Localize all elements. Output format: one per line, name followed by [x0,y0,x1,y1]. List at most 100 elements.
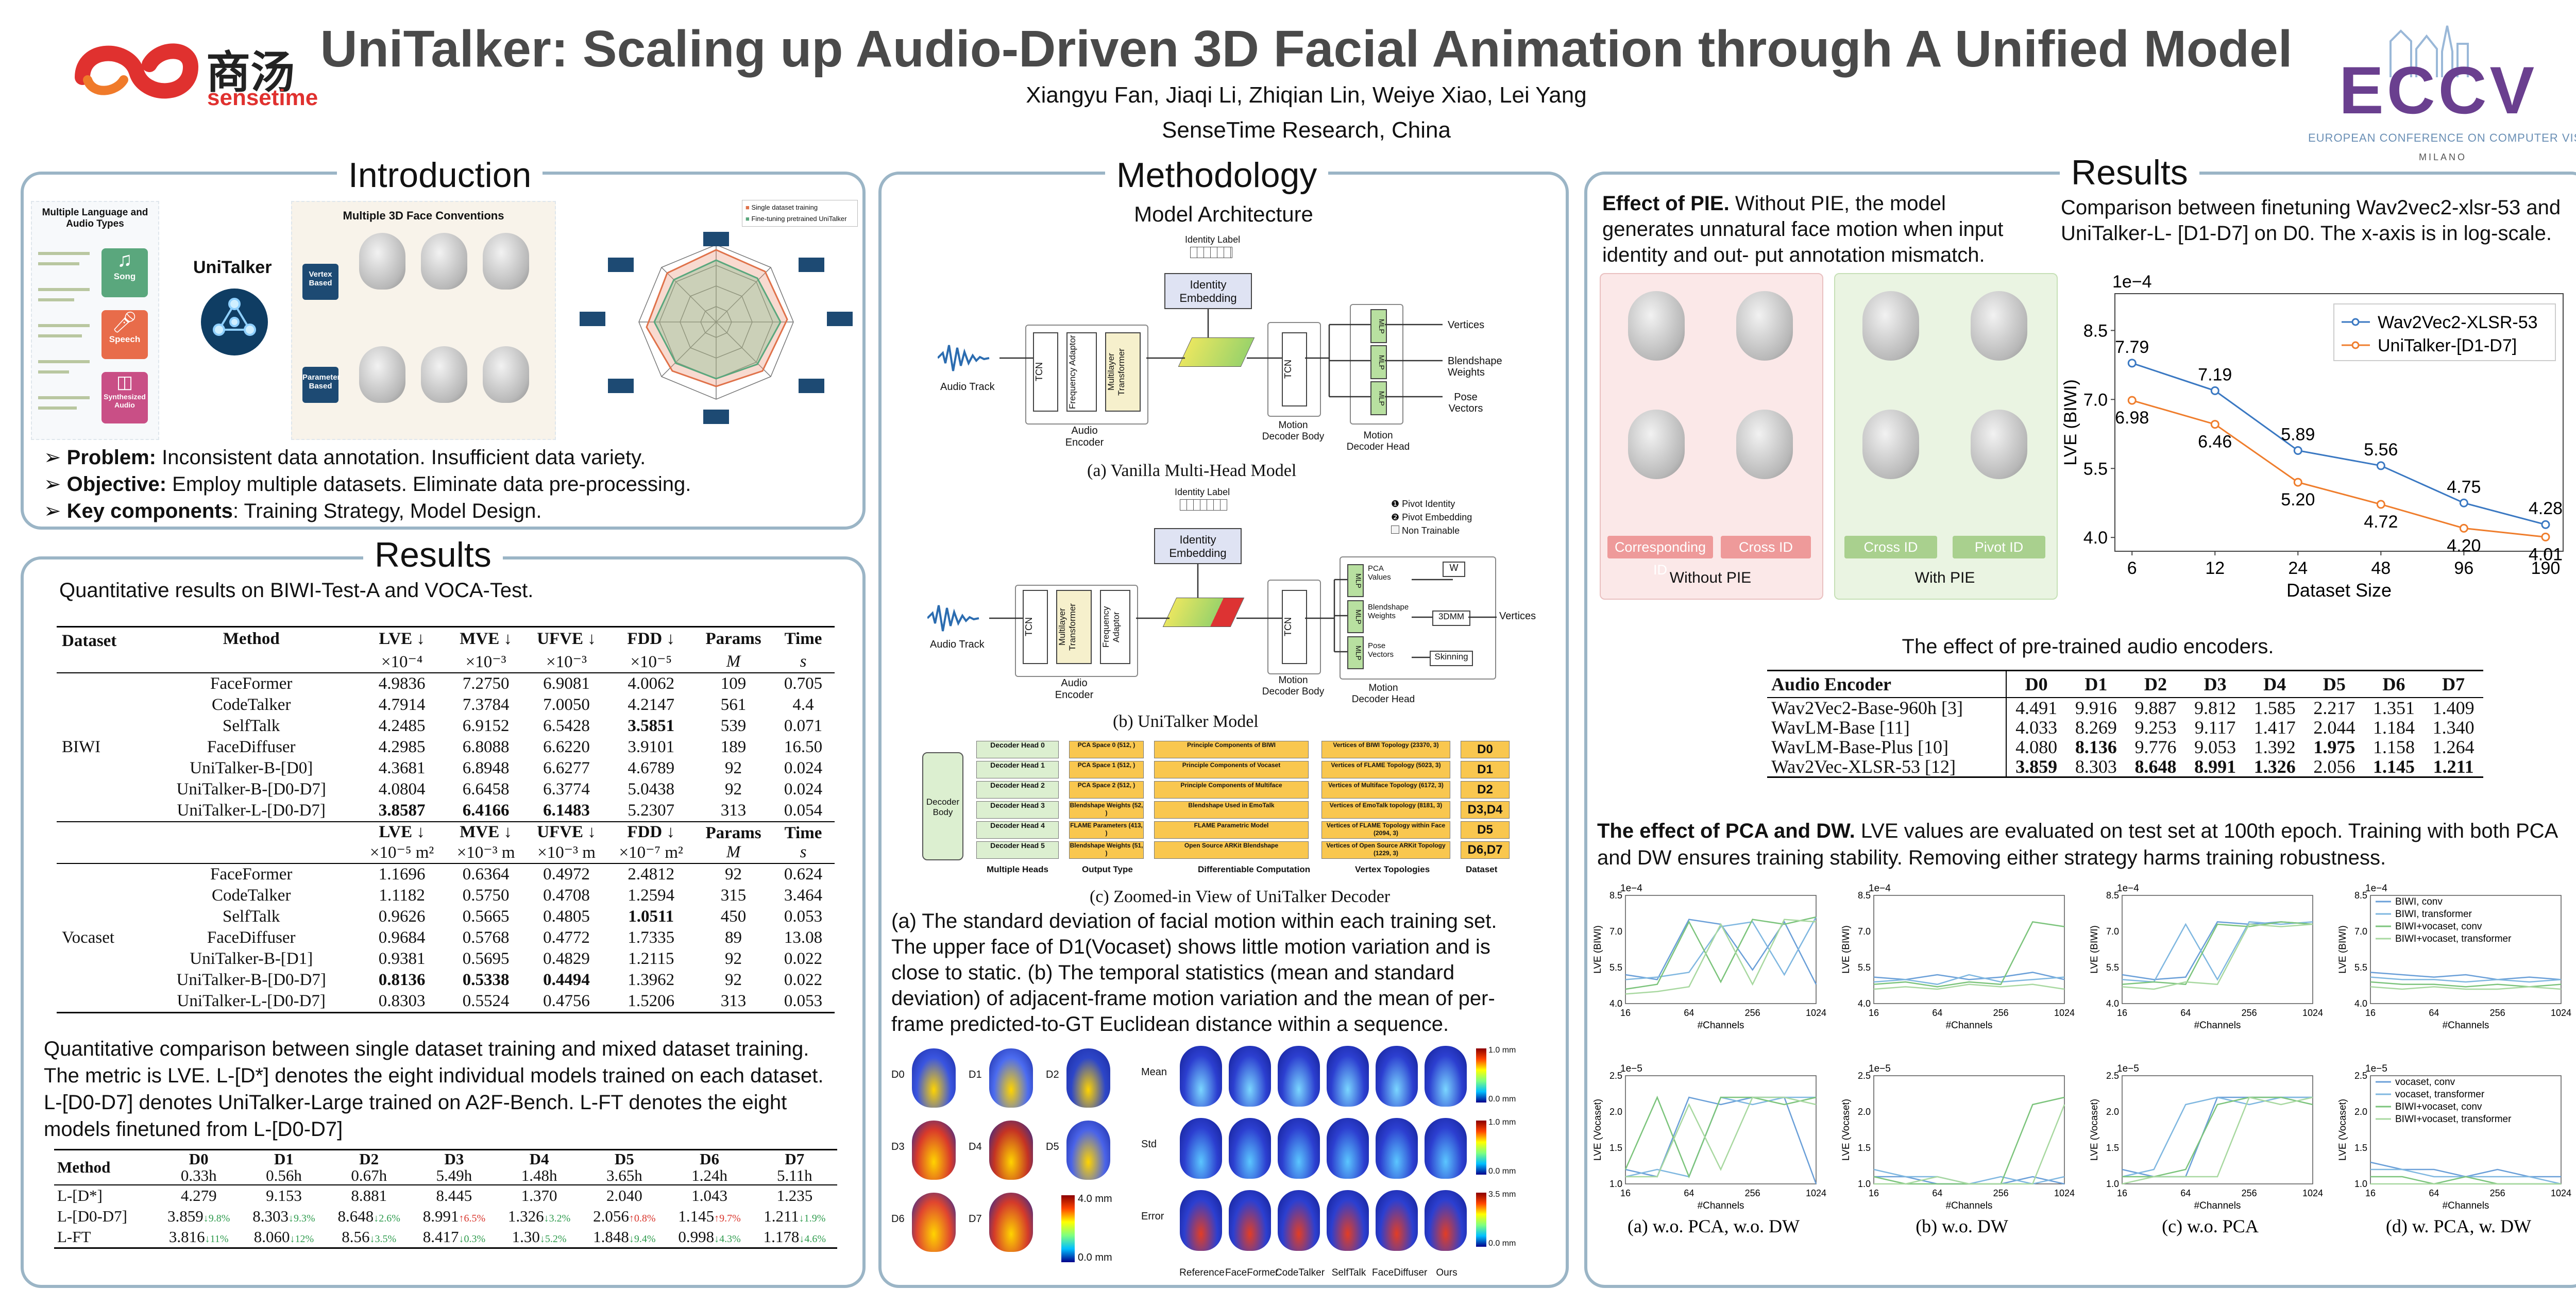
arch-a-arrows [999,309,1443,398]
decoder-topology-cell: Vertices of EmoTalk topology (8181, 3) [1321,801,1450,819]
small-x-tick-label: 256 [2242,1008,2257,1018]
milano-skyline-icon [2389,25,2469,77]
small-y-axis-label: LVE (BIWI) [1841,925,1852,974]
arch-vanilla: Identity Label Identity Embedding Audio … [938,234,1525,452]
table-row: WavLM-Base-Plus [10] 4.080 8.136 9.776 9.053… [1767,737,2483,757]
t1-value-cell: 0.5750 [462,886,510,905]
t2-value-cell: 3.816↓11% [168,1228,229,1246]
decoder-computation-cell: Blendshape Used in EmoTalk [1154,801,1309,819]
pie-text-line: generates unnatural face motion when inp… [1602,218,2004,241]
small-y-exponent: 1e−4 [2117,883,2139,894]
t1-value-cell: 4.3681 [378,759,426,777]
decoder-zoom: Decoder Body Decoder Head 0 PCA Space 0 (… [922,737,1510,882]
t2-value-cell: 8.991↑6.5% [422,1207,486,1225]
temporal-head-icon [1229,1190,1271,1251]
small-legend-label: BIWI+vocaset, transformer [2395,1114,2512,1125]
small-chart-caption: (a) w.o. PCA, w.o. DW [1628,1216,1800,1236]
small-y-tick-label: 2.0 [1609,1107,1622,1117]
temporal-col-label: FaceFormer [1225,1267,1279,1278]
t1-value-cell: 0.5524 [462,992,510,1010]
legend-non-trainable: Non Trainable [1402,525,1460,536]
table-row: SelfTalk 0.9626 0.5665 0.4805 1.0511 450 0.053 [57,906,835,927]
decoder-computation-cell: FLAME Parametric Model [1154,821,1309,839]
ft-data-point [2541,520,2550,529]
arch-b-pca-values: PCA Values [1368,564,1391,582]
std-head-label: D7 [969,1213,982,1225]
temporal-stats-grid: Mean 1.0 mm 0.0 mm Std 1.0 mm 0.0 mm Error 3.5 … [1141,1043,1516,1285]
small-y-tick-label: 7.0 [2354,926,2367,937]
results-left-panel [21,556,866,1288]
small-charts-grid: 1e−4 4.0 5.5 7.0 8.5 16 64 256 1024 #Channels LVE … [1589,876,2576,1283]
temporal-cbar-max: 3.5 mm [1488,1190,1516,1199]
small-x-tick-label: 1024 [1806,1188,1826,1198]
table1-header-row: Dataset Method LVE ↓ MVE ↓ UFVE ↓ FDD ↓ … [57,627,835,651]
t2-value-cell: 8.881 [351,1186,387,1205]
std-head-label: D1 [969,1069,982,1080]
t1-value-cell: 189 [720,738,747,756]
eccv-logo-text: ECCV [2339,53,2538,128]
small-y-tick-label: 1.5 [1858,1143,1871,1153]
caption-c: (c) Zoomed-in View of UniTalker Decoder [1090,887,1391,906]
t1-value-cell: 0.5695 [462,949,510,968]
t1-value-cell: 1.2594 [628,886,675,905]
enc-name-cell: Wav2Vec-XLSR-53 [12] [1767,757,2007,777]
t1-h-lve: LVE ↓ [379,630,425,648]
t1-u-params: M [726,652,741,671]
vertex-based-box: Vertex Based [302,264,338,300]
tag-pivot-id: Pivot ID [1953,536,2045,558]
ft-data-point [2293,446,2302,455]
small-y-tick-label: 2.5 [1858,1071,1871,1081]
table-row: UniTalker-B-[D0-D7] 4.0804 6.6458 6.3774 5.0… [57,779,835,800]
t1-value-cell: 1.1182 [379,886,425,905]
decoder-head-cell: Decoder Head 1 [976,761,1059,778]
small-y-exponent: 1e−4 [2365,883,2387,894]
std-head-icon [912,1048,956,1108]
t1-value-cell: 92 [725,865,742,884]
small-chart-caption: (b) w.o. DW [1916,1216,2008,1236]
t1-value-cell: 4.2985 [378,738,426,756]
t1-value-cell: 109 [720,674,747,693]
ft-x-tick-label: 6 [2127,558,2137,578]
t1-value-cell: 0.5768 [462,928,510,947]
small-y-tick-label: 5.5 [2106,962,2119,973]
small-plot-area [1625,1075,1817,1184]
t1-value-cell: 4.2485 [378,717,426,735]
table2-body: L-[D*] 4.279 9.153 8.881 8.445 1.370 2.040 1.04… [54,1185,837,1248]
arch-a-out-pose: Pose Vectors [1448,392,1483,414]
small-series-line [1873,972,2065,980]
enc-value-cell: 1.975 [2313,737,2355,757]
small-line-chart: 1e−5 1.0 1.5 2.0 2.5 16 64 256 1024 #Channels LVE … [1592,1063,1826,1236]
poster-affiliation: SenseTime Research, China [1162,117,1451,143]
arch-b-mlp3: MLP [1347,636,1364,669]
small-y-exponent: 1e−4 [1620,883,1642,894]
small-plot-area [1873,895,2065,1004]
small-x-axis-label: #Channels [1946,1020,1993,1031]
small-line-chart: 1e−5 1.0 1.5 2.0 2.5 16 64 256 1024 #Channels LVE … [2089,1063,2323,1236]
t1-value-cell: 6.1483 [543,801,590,820]
bullet-key-components: ➢ Key components: Training Strategy, Mod… [44,500,542,522]
finetune-line-chart: 1e−4 4.0 5.5 7.0 8.5 6 12 24 48 96 190 Dataset Size… [2061,272,2564,601]
t1-value-cell: 0.053 [784,907,823,926]
t2-method-cell: L-FT [57,1228,91,1246]
t1-h-method: Method [223,630,280,648]
face-metahuman-icon [421,233,467,290]
small-y-tick-label: 8.5 [2354,890,2367,901]
t1-dataset-cell [57,779,145,800]
encoder-table: Audio Encoder D0 D1 D2 D3 D4 D5 D6 D7 Wav2Vec2-B… [1767,670,2483,778]
small-x-tick-label: 1024 [2302,1188,2323,1198]
small-legend-label: BIWI+vocaset, conv [2395,921,2482,932]
table-row: CodeTalker 4.7914 7.3784 7.0050 4.2147 561 4.4 [57,694,835,716]
small-y-tick-label: 2.0 [2354,1107,2367,1117]
small-x-tick-label: 64 [2429,1008,2439,1018]
t1-value-cell: 1.7335 [628,928,675,947]
t1-value-cell: 92 [725,780,742,799]
legend-pivot-embedding: Pivot Embedding [1402,512,1472,522]
std-heads-grid: D0 D1 D2 D3 D4 D5 D6 D7 [891,1046,1139,1262]
ft-y-axis-label: LVE (BIWI) [2061,379,2080,466]
small-y-tick-label: 5.5 [2354,962,2367,973]
t2-value-cell: 9.153 [266,1186,302,1205]
arch-b-mlp1: MLP [1347,564,1364,597]
t1-dataset-cell [57,716,145,737]
small-y-tick-label: 8.5 [1858,890,1871,901]
ft-y-tick-label: 4.0 [2083,528,2108,548]
